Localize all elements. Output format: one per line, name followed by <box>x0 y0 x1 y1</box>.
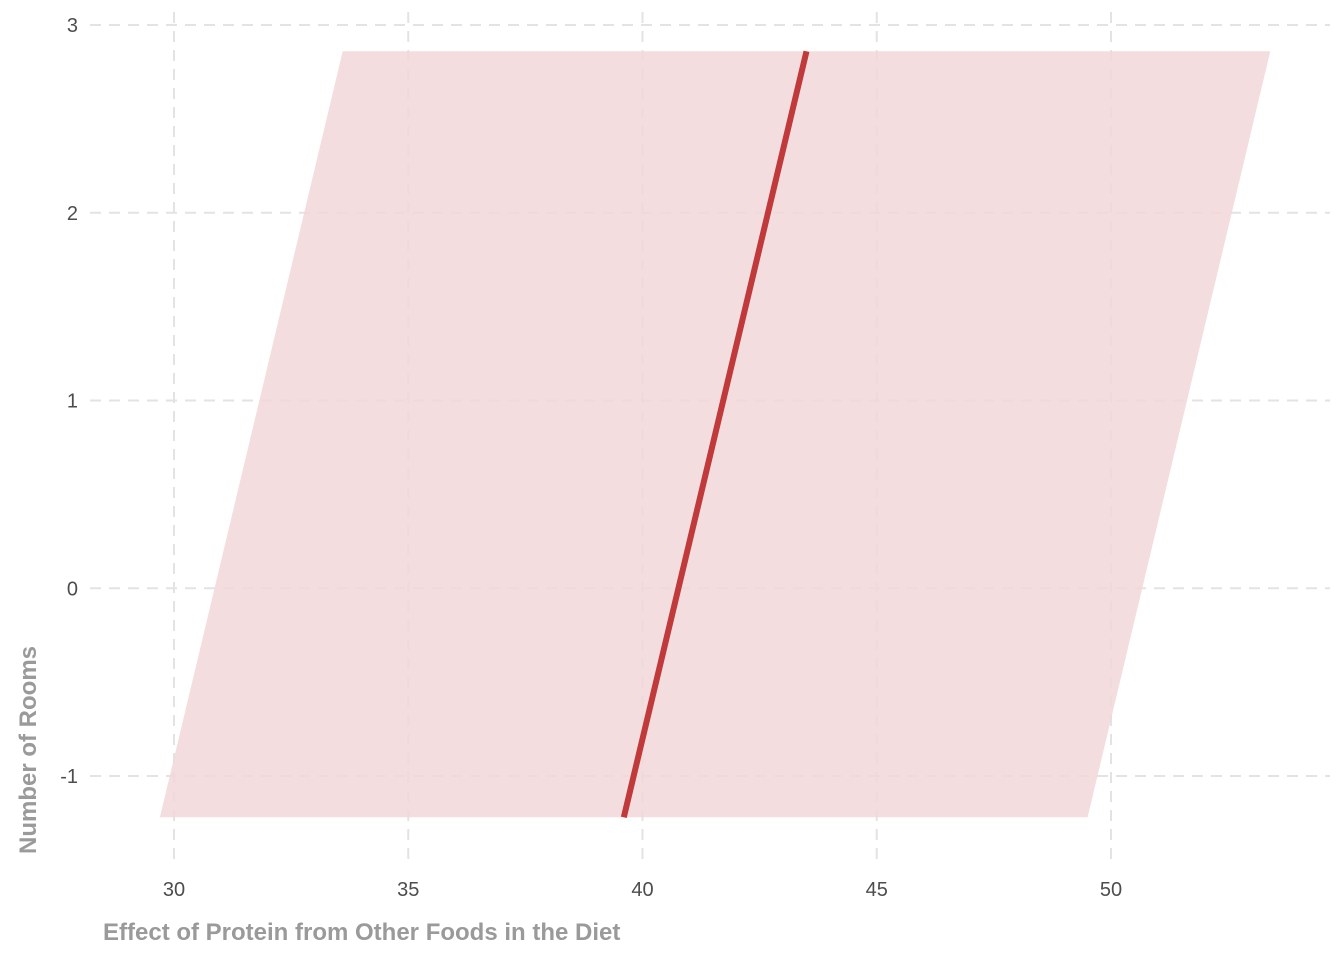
x-tick-labels: 30 35 40 45 50 <box>163 879 1122 901</box>
x-tick-label: 40 <box>631 879 653 901</box>
y-tick-labels: -1 0 1 2 3 <box>60 15 78 788</box>
y-tick-label: 1 <box>67 391 78 413</box>
y-tick-label: -1 <box>60 766 78 788</box>
x-tick-label: 50 <box>1100 879 1122 901</box>
y-tick-label: 0 <box>67 578 78 600</box>
y-axis-title: Number of Rooms <box>15 646 42 854</box>
line-layer <box>620 50 810 818</box>
x-tick-label: 30 <box>163 879 185 901</box>
x-tick-label: 35 <box>397 879 419 901</box>
y-tick-label: 2 <box>67 203 78 225</box>
x-axis-title: Effect of Protein from Other Foods in th… <box>103 919 620 946</box>
y-tick-label: 3 <box>67 15 78 37</box>
regression-line <box>620 50 810 818</box>
x-tick-label: 45 <box>866 879 888 901</box>
